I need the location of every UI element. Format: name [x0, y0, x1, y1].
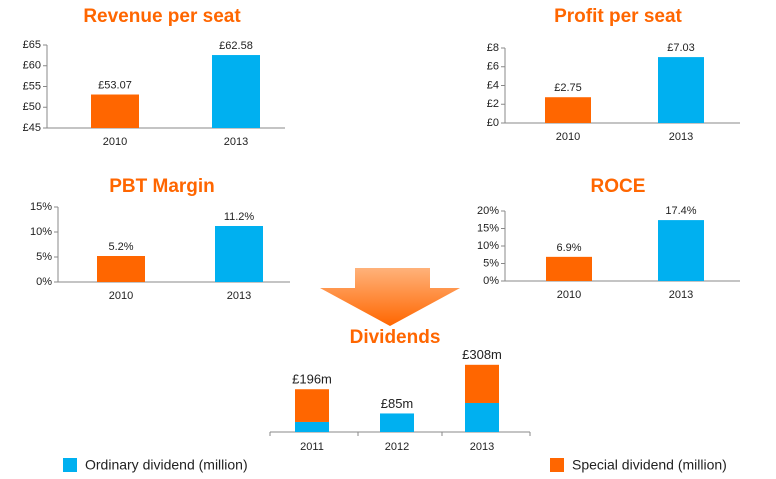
- chart-title: ROCE: [591, 176, 646, 197]
- bar-segment: [465, 402, 499, 432]
- x-tick-label: 2012: [385, 441, 409, 453]
- x-tick-label: 2010: [103, 136, 127, 148]
- y-tick-label: 5%: [36, 251, 52, 263]
- chart-title: Revenue per seat: [83, 6, 241, 27]
- x-tick-label: 2010: [556, 131, 580, 143]
- total-label: £308m: [462, 347, 502, 362]
- x-tick-label: 2010: [109, 290, 133, 302]
- x-tick-label: 2013: [470, 441, 494, 453]
- chart-title: PBT Margin: [109, 176, 215, 197]
- x-tick-label: 2013: [669, 131, 693, 143]
- value-label: £7.03: [667, 42, 695, 54]
- bar: [546, 256, 592, 281]
- y-tick-label: £55: [23, 80, 41, 92]
- y-tick-label: £60: [23, 60, 41, 72]
- y-tick-label: 10%: [477, 240, 499, 252]
- y-tick-label: 0%: [36, 276, 52, 288]
- y-tick-label: 10%: [30, 226, 52, 238]
- x-tick-label: 2013: [224, 136, 248, 148]
- bar: [215, 226, 263, 282]
- y-tick-label: £8: [487, 42, 499, 54]
- y-tick-label: 0%: [483, 275, 499, 287]
- x-tick-label: 2013: [669, 289, 693, 301]
- legend-swatch: [550, 458, 564, 472]
- value-label: £53.07: [98, 79, 132, 91]
- arrow: [320, 268, 460, 326]
- y-tick-label: £4: [487, 79, 499, 91]
- total-label: £196m: [292, 372, 332, 387]
- y-tick-label: 15%: [30, 201, 52, 213]
- bar: [658, 57, 704, 123]
- value-label: £2.75: [554, 82, 582, 94]
- x-tick-label: 2011: [300, 441, 324, 453]
- bar: [212, 55, 260, 128]
- bar-segment: [295, 421, 329, 432]
- chart-title: Profit per seat: [554, 6, 682, 27]
- total-label: £85m: [381, 396, 414, 411]
- y-tick-label: £50: [23, 101, 41, 113]
- legend-label: Ordinary dividend (million): [85, 457, 248, 473]
- bar: [545, 97, 591, 123]
- value-label: £62.58: [219, 40, 253, 52]
- bar: [91, 94, 139, 128]
- y-tick-label: 20%: [477, 205, 499, 217]
- legend-swatch: [63, 458, 77, 472]
- bar-segment: [380, 413, 414, 432]
- y-tick-label: £65: [23, 39, 41, 51]
- y-tick-label: £2: [487, 98, 499, 110]
- value-label: 5.2%: [108, 241, 133, 253]
- legend-label: Special dividend (million): [572, 457, 727, 473]
- bar-segment: [465, 364, 499, 403]
- bar-segment: [295, 389, 329, 422]
- y-tick-label: £0: [487, 117, 499, 129]
- bar: [97, 256, 145, 282]
- y-tick-label: £6: [487, 61, 499, 73]
- x-tick-label: 2013: [227, 290, 251, 302]
- x-tick-label: 2010: [557, 289, 581, 301]
- y-tick-label: 5%: [483, 257, 499, 269]
- bar: [658, 220, 704, 281]
- y-tick-label: £45: [23, 122, 41, 134]
- chart-title: Dividends: [350, 327, 441, 348]
- value-label: 17.4%: [665, 205, 696, 217]
- value-label: 11.2%: [224, 211, 255, 223]
- y-tick-label: 15%: [477, 222, 499, 234]
- value-label: 6.9%: [556, 242, 581, 254]
